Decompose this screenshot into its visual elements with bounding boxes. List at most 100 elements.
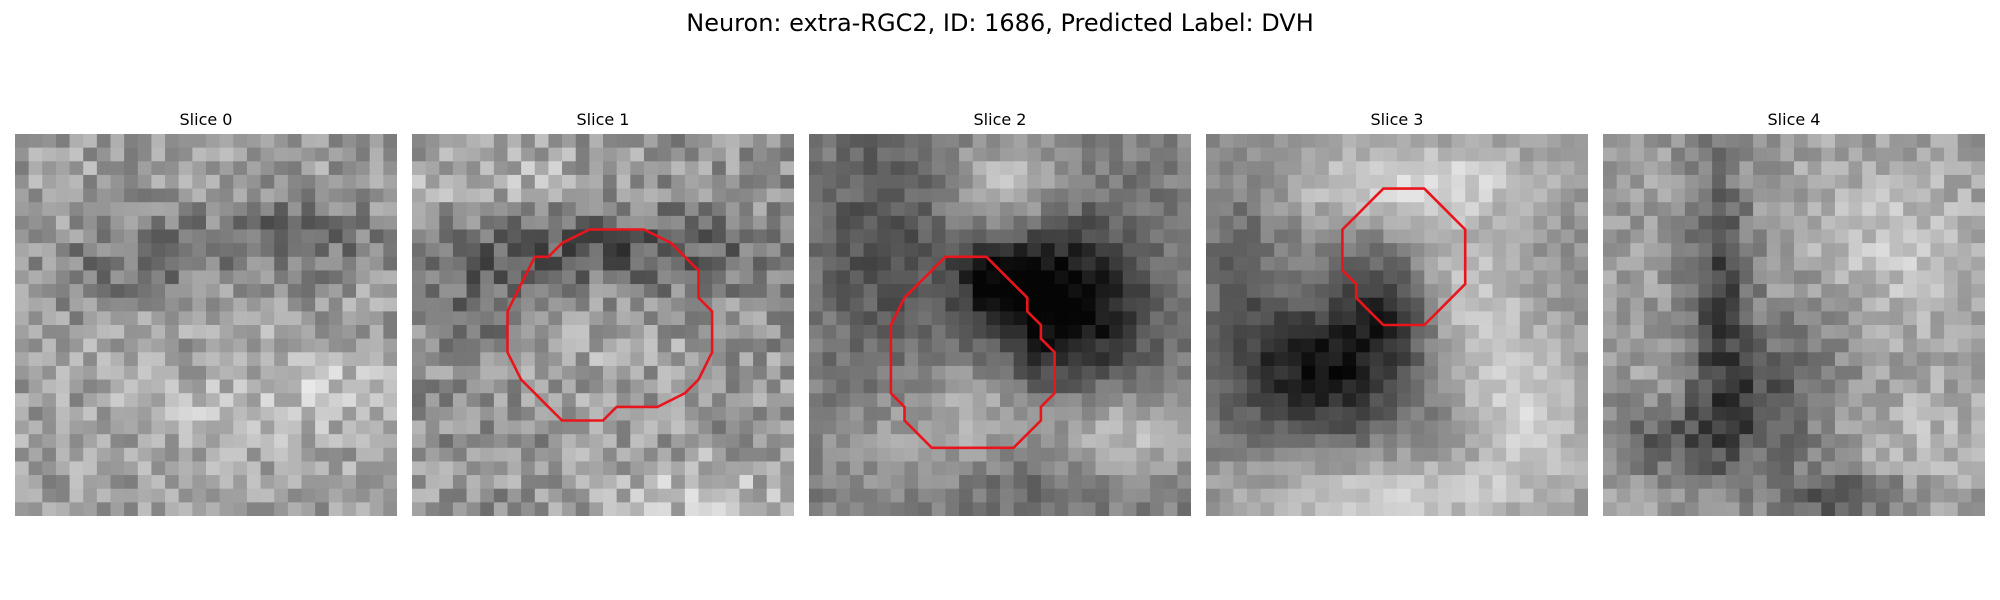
pixel xyxy=(1780,215,1795,231)
pixel xyxy=(1274,161,1289,176)
pixel xyxy=(1766,475,1781,490)
pixel xyxy=(1547,134,1562,149)
pixel xyxy=(986,475,1001,490)
pixel xyxy=(1109,256,1124,272)
pixel xyxy=(178,161,193,176)
pixel xyxy=(1821,338,1836,353)
pixel xyxy=(55,475,71,490)
pixel xyxy=(1506,284,1521,299)
pixel xyxy=(69,379,84,394)
pixel xyxy=(466,188,481,203)
pixel xyxy=(246,475,262,490)
pixel xyxy=(1206,311,1221,326)
pixel xyxy=(1630,420,1645,435)
pixel xyxy=(287,325,303,340)
pixel xyxy=(1342,338,1357,353)
pixel xyxy=(1560,325,1575,340)
pixel xyxy=(342,434,357,449)
pixel xyxy=(671,256,686,272)
pixel xyxy=(1519,284,1535,299)
pixel xyxy=(931,229,947,244)
pixel xyxy=(110,229,125,244)
pixel xyxy=(369,447,384,463)
pixel xyxy=(1000,174,1015,190)
pixel xyxy=(1547,475,1562,490)
pixel xyxy=(616,461,631,476)
pixel xyxy=(972,406,987,422)
pixel xyxy=(1356,393,1371,408)
pixel xyxy=(1616,379,1631,394)
pixel xyxy=(1369,365,1384,381)
pixel xyxy=(369,420,384,435)
pixel xyxy=(1328,297,1344,312)
pixel xyxy=(890,243,906,258)
pixel xyxy=(534,161,550,176)
pixel xyxy=(1081,270,1097,285)
pixel xyxy=(1506,434,1521,449)
pixel xyxy=(219,447,234,463)
pixel xyxy=(1287,311,1303,326)
pixel xyxy=(589,393,604,408)
pixel xyxy=(69,393,84,408)
pixel xyxy=(1109,134,1124,149)
pixel xyxy=(1616,256,1631,272)
pixel xyxy=(1068,461,1083,476)
pixel xyxy=(1560,215,1575,231)
pixel xyxy=(1807,256,1822,272)
pixel xyxy=(589,379,604,394)
pixel xyxy=(1533,420,1548,435)
pixel xyxy=(1356,365,1371,381)
pixel xyxy=(643,447,659,463)
pixel xyxy=(643,352,659,367)
pixel xyxy=(972,352,987,367)
pixel xyxy=(1150,174,1165,190)
pixel xyxy=(1260,270,1275,285)
pixel xyxy=(725,243,741,258)
pixel xyxy=(972,434,987,449)
pixel xyxy=(1274,461,1289,476)
pixel xyxy=(1506,461,1521,476)
pixel xyxy=(1492,256,1507,272)
pixel xyxy=(1000,338,1015,353)
pixel xyxy=(96,379,112,394)
pixel xyxy=(1616,475,1631,490)
pixel xyxy=(1150,475,1165,490)
pixel xyxy=(1862,325,1877,340)
pixel xyxy=(383,447,397,463)
pixel xyxy=(1889,338,1904,353)
pixel xyxy=(603,488,618,503)
pixel xyxy=(83,406,98,422)
pixel xyxy=(452,270,468,285)
pixel xyxy=(178,284,193,299)
pixel xyxy=(274,420,289,435)
pixel xyxy=(507,447,522,463)
pixel xyxy=(246,284,262,299)
pixel xyxy=(657,147,672,162)
pixel xyxy=(562,338,577,353)
pixel xyxy=(1916,406,1932,422)
pixel xyxy=(342,134,357,149)
pixel xyxy=(986,174,1001,190)
pixel xyxy=(603,420,618,435)
pixel xyxy=(1875,243,1891,258)
pixel xyxy=(521,461,536,476)
pixel xyxy=(1560,352,1575,367)
pixel xyxy=(589,311,604,326)
pixel xyxy=(1095,447,1110,463)
pixel xyxy=(1616,352,1631,367)
pixel xyxy=(1301,338,1316,353)
pixel xyxy=(1506,338,1521,353)
pixel xyxy=(849,311,865,326)
pixel xyxy=(1807,447,1822,463)
pixel xyxy=(1944,475,1959,490)
pixel xyxy=(1794,420,1809,435)
pixel xyxy=(425,174,440,190)
pixel xyxy=(1315,202,1330,217)
pixel xyxy=(233,256,248,272)
pixel xyxy=(1163,325,1178,340)
pixel xyxy=(1944,188,1959,203)
pixel xyxy=(1862,352,1877,367)
pixel xyxy=(603,270,618,285)
pixel xyxy=(1136,188,1151,203)
pixel xyxy=(725,365,741,381)
